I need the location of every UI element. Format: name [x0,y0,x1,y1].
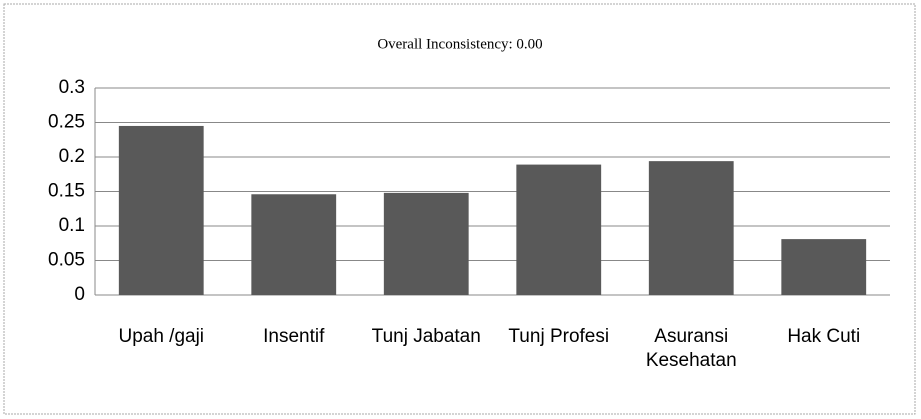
bar [516,164,602,295]
chart-title: Overall Inconsistency: 0.00 [377,36,542,52]
y-tick-label: 0 [74,284,85,305]
bar [781,239,867,295]
x-tick-label: Upah /gaji [118,326,205,347]
y-tick-label: 0.2 [59,146,85,167]
y-tick-label: 0.05 [48,250,85,271]
x-tick-label: Hak Cuti [787,326,861,347]
x-tick-label: Asuransi Kesehatan [645,326,737,371]
x-tick-label: Insentif [263,326,325,347]
y-tick-label: 0.1 [59,215,85,236]
bar [251,194,337,295]
bar [118,125,204,295]
bar [648,161,734,295]
y-tick-label: 0.3 [59,77,85,98]
y-tick-label: 0.15 [48,181,85,202]
bar [383,192,469,295]
x-tick-label: Tunj Jabatan [371,326,481,347]
y-tick-label: 0.25 [48,112,85,133]
x-tick-label: Tunj Profesi [508,326,610,347]
